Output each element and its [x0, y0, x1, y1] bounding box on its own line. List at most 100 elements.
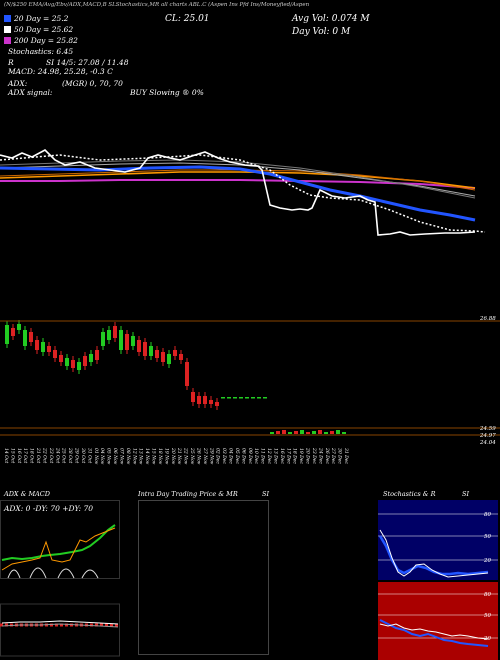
- x-tick-label: 20 Dec: [305, 447, 311, 464]
- candle-body: [83, 356, 87, 366]
- buy-label: BUY Slowing ® 0%: [130, 88, 204, 97]
- x-tick-label: 25 Nov: [189, 447, 195, 465]
- ema50-line: [0, 154, 486, 233]
- x-tick-label: 10 Dec: [253, 448, 259, 464]
- x-tick-label: 28 Oct: [67, 447, 73, 463]
- x-tick-label: 13 Nov: [138, 448, 144, 465]
- x-tick-label: 21 Nov: [176, 447, 182, 465]
- intraday-panel-title: Intra Day Trading Price & MR: [138, 490, 238, 498]
- x-tick-label: 18 Dec: [292, 448, 298, 464]
- candle-body: [179, 354, 183, 360]
- ema20-swatch: [4, 15, 11, 22]
- macd-grey-line: [1, 623, 119, 628]
- candle-body: [215, 402, 219, 406]
- doji-candle: [245, 397, 249, 399]
- x-tick-label: 22 Nov: [183, 447, 189, 465]
- mgr-label: (MGR) 0, 70, 70: [62, 79, 123, 88]
- candle-body: [5, 325, 9, 344]
- x-tick-label: 29 Oct: [74, 447, 80, 463]
- stochastics-label: Stochastics: 6.45: [8, 47, 74, 56]
- volume-bar: [294, 431, 298, 434]
- macd-white-line: [1, 620, 119, 625]
- adx-panel-title: ADX & MACD: [4, 490, 50, 498]
- x-tick-label: 26 Nov: [195, 447, 201, 465]
- x-tick-label: 03 Dec: [221, 448, 227, 464]
- candle-body: [203, 396, 207, 404]
- x-tick-label: 17 Dec: [285, 448, 291, 464]
- x-tick-label: 29 Nov: [208, 447, 214, 465]
- intraday-si-label: SI: [262, 490, 270, 498]
- x-tick-label: 30 Oct: [80, 448, 86, 463]
- candle-body: [119, 330, 123, 350]
- doji-candle: [233, 397, 237, 399]
- stoch-tick-20: 20: [483, 558, 491, 564]
- x-tick-label: 12 Nov: [131, 448, 137, 465]
- adx-white-arcs: [7, 567, 99, 579]
- x-tick-label: 19 Nov: [163, 448, 169, 465]
- ma-legend-20: 20 Day = 25.2: [4, 14, 68, 23]
- stoch-rsi-panel: 80 50 20 80 50 20: [378, 500, 498, 660]
- candle-body: [107, 330, 111, 340]
- x-tick-label: 22 Oct: [41, 447, 47, 463]
- candle-body: [197, 396, 201, 404]
- x-tick-label: 04 Nov: [99, 448, 105, 465]
- volume-tag-bottom: 24.97: [480, 433, 496, 439]
- x-tick-label: 14 Oct: [3, 448, 9, 463]
- stoch-tick-80: 80: [484, 512, 491, 518]
- x-tick-label: 30 Dec: [337, 448, 343, 464]
- candle-body: [137, 340, 141, 352]
- x-tick-label: 08 Nov: [125, 448, 131, 465]
- volume-bar: [276, 431, 280, 434]
- candle-body: [29, 332, 33, 342]
- x-tick-label: 18 Nov: [157, 448, 163, 465]
- x-axis-ticks: 14 Oct 15 Oct 16 Oct 17 Oct 18 Oct 21 Oct 22 O…: [3, 447, 349, 465]
- day-vol-label: Day Vol: 0 M: [292, 27, 351, 37]
- volume-bar: [270, 432, 274, 434]
- candle-body: [95, 350, 99, 360]
- adx-macd-panel: ADX: 0 -DY: 70 +DY: 70: [0, 500, 120, 657]
- doji-candle: [221, 397, 225, 399]
- intraday-panel: [138, 500, 269, 655]
- volume-bar: [318, 430, 322, 434]
- candle-body: [53, 350, 57, 358]
- volume-bar: [330, 431, 334, 434]
- volume-bar: [300, 430, 304, 434]
- candle-body: [167, 354, 171, 364]
- intraday-box: [138, 500, 269, 655]
- doji-candle: [239, 397, 243, 399]
- candle-body: [101, 332, 105, 346]
- adx-green-line: [1, 524, 116, 561]
- x-tick-label: 09 Dec: [247, 448, 253, 464]
- x-tick-label: 24 Oct: [54, 447, 60, 463]
- x-tick-label: 26 Dec: [324, 447, 330, 464]
- doji-candle: [251, 397, 255, 399]
- stoch-panel-title: Stochastics & R: [383, 490, 436, 498]
- rsi-tick-80: 80: [484, 592, 491, 598]
- macd-label: MACD: 24.98, 25.28, -0.3 C: [8, 67, 113, 76]
- volume-bar: [312, 431, 316, 434]
- candle-body: [149, 346, 153, 356]
- x-tick-label: 31 Oct: [86, 448, 92, 463]
- x-tick-label: 25 Oct: [61, 447, 67, 463]
- x-tick-label: 15 Oct: [9, 448, 15, 463]
- candle-body: [131, 336, 135, 346]
- price-tag: 26.88: [480, 316, 496, 322]
- x-tick-label: 31 Dec: [343, 448, 349, 464]
- x-tick-label: 23 Dec: [311, 447, 317, 464]
- volume-tag-top: 24.59: [480, 426, 496, 432]
- candle-body: [71, 360, 75, 368]
- candle-body: [209, 400, 213, 404]
- doji-candle: [263, 397, 267, 399]
- candle-body: [65, 358, 69, 366]
- x-tick-label: 20 Nov: [170, 447, 176, 465]
- candle-body: [59, 355, 63, 362]
- x-tick-label: 11 Dec: [260, 448, 266, 464]
- candle-body: [155, 350, 159, 358]
- price-line: [0, 149, 476, 236]
- x-tick-label: 27 Dec: [330, 447, 336, 464]
- rsi-tick-50: 50: [484, 613, 491, 619]
- header-top-line: (N/$250 EMA/Avg/Ebv/ADX,MACD,B SLStochas…: [4, 2, 310, 8]
- adx-label: ADX:: [8, 79, 28, 88]
- x-tick-label: 23 Oct: [48, 447, 54, 463]
- candle-body: [191, 392, 195, 402]
